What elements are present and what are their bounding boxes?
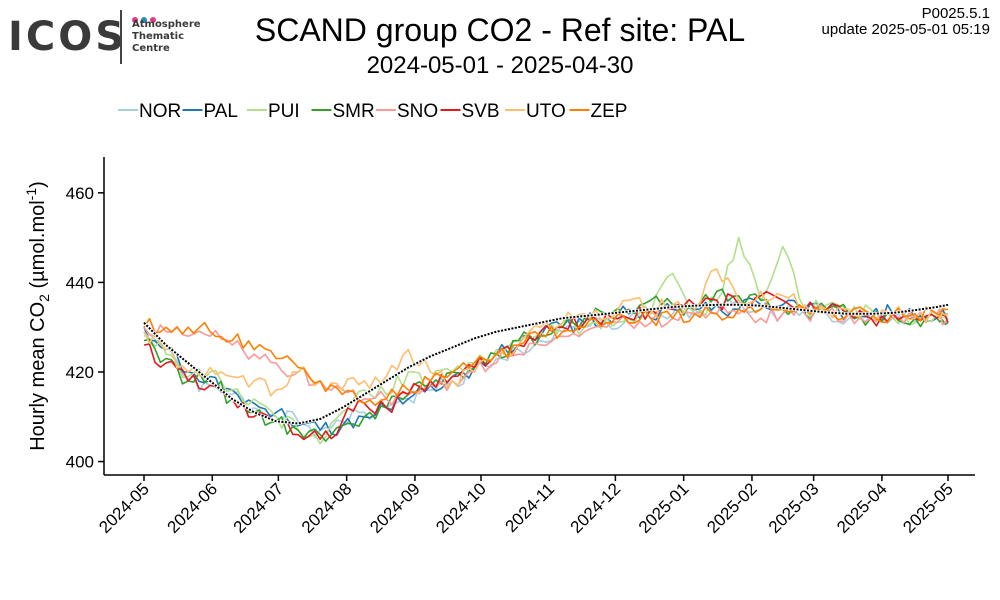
legend-label-nor: NOR: [139, 101, 181, 122]
logo-dot-3: [150, 17, 156, 23]
logo-line-1: Atmosphere: [132, 19, 201, 30]
legend-label-uto: UTO: [526, 101, 566, 122]
y-axis-label-end: ): [27, 181, 49, 188]
series-line-smr: [143, 288, 949, 442]
update-timestamp: update 2025-05-01 05:19: [821, 21, 990, 38]
series-line-pal: [143, 297, 949, 437]
logo-wordmark: ICOS: [8, 14, 128, 60]
x-tick-label: 2024-08: [298, 479, 356, 537]
logo-line-3: Centre: [132, 43, 170, 54]
y-axis-label: Hourly mean CO2 (µmol.mol-1): [23, 181, 52, 451]
legend-label-zep: ZEP: [591, 101, 628, 122]
chart-title: SCAND group CO2 - Ref site: PAL: [254, 12, 746, 48]
x-tick-label: 2024-06: [164, 479, 222, 537]
x-tick-label: 2024-05: [95, 479, 153, 537]
x-ticks: 2024-05 2024-06 2024-07 2024-08 2024-09 2024-…: [95, 475, 957, 537]
legend-label-pal: PAL: [204, 101, 239, 122]
logo-divider: [120, 10, 122, 64]
reference-curve: [143, 303, 949, 425]
legend: NOR PAL PUI SMR SNO SVB UTO ZEP: [118, 101, 627, 122]
x-tick-label: 2024-12: [567, 479, 625, 537]
legend-label-svb: SVB: [462, 101, 500, 122]
y-tick-label: 400: [66, 453, 94, 472]
x-tick-label: 2024-10: [432, 479, 490, 537]
logo-dots: [132, 10, 159, 23]
logo-dot-2: [141, 17, 147, 23]
x-tick-label: 2025-03: [765, 479, 823, 537]
y-ticks: 400 420 440 460: [66, 184, 104, 472]
version-number: P0025.5.1: [921, 5, 990, 22]
y-tick-label: 440: [66, 273, 94, 292]
y-axis-label-main: Hourly mean CO: [27, 302, 49, 451]
logo-line-2: Thematic: [132, 31, 185, 42]
legend-label-smr: SMR: [333, 101, 375, 122]
x-tick-label: 2025-05: [899, 479, 957, 537]
logo-subtitle: Atmosphere Thematic Centre: [132, 19, 201, 55]
y-axis-label-sup: -1: [23, 188, 39, 201]
y-axis-label-unit: (µmol.mol: [27, 200, 49, 294]
legend-label-pui: PUI: [268, 101, 300, 122]
x-tick-label: 2024-09: [366, 479, 424, 537]
y-tick-label: 420: [66, 363, 94, 382]
version-info: P0025.5.1 update 2025-05-01 05:19: [822, 6, 990, 38]
x-tick-label: 2024-07: [230, 479, 288, 537]
x-tick-label: 2025-02: [703, 479, 761, 537]
chart-subtitle: 2024-05-01 - 2025-04-30: [366, 52, 634, 79]
series-layer: [142, 236, 949, 445]
y-axis-label-sub: 2: [36, 294, 52, 302]
x-tick-label: 2024-11: [501, 479, 558, 536]
y-tick-label: 460: [66, 184, 94, 203]
logo-dot-1: [132, 17, 138, 23]
icos-logo: ICOS Atmosphere Thematic Centre: [8, 8, 208, 68]
x-tick-label: 2025-04: [833, 479, 891, 537]
axes: [103, 157, 975, 476]
series-line-uto: [143, 268, 949, 397]
x-tick-label: 2025-01: [635, 479, 693, 537]
legend-label-sno: SNO: [397, 101, 438, 122]
series-line-pui: [143, 236, 949, 445]
